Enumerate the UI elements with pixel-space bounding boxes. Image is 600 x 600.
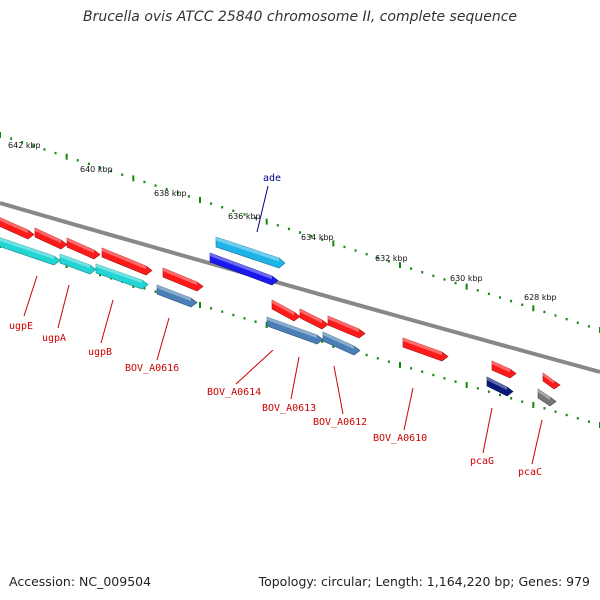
scale-tick-label: 638 kbp <box>154 189 187 198</box>
gene-feature-steel[interactable] <box>322 331 361 356</box>
gene-feature-blue[interactable] <box>209 252 279 286</box>
gene-label[interactable]: ugpA <box>42 333 66 344</box>
gene-label[interactable]: BOV_A0616 <box>125 363 179 374</box>
scale-tick-label: 642 kbp <box>8 141 41 150</box>
scale-tick-label: 630 kbp <box>450 274 483 283</box>
label-leader-line <box>290 356 300 400</box>
label-leader-line <box>100 299 114 344</box>
label-leader-line <box>256 185 269 233</box>
gene-label[interactable]: ade <box>263 173 281 184</box>
gene-feature-red[interactable] <box>299 308 329 330</box>
label-leader-line <box>23 275 38 317</box>
gene-feature-cyan[interactable] <box>59 253 97 275</box>
gene-label[interactable]: ugpE <box>9 321 33 332</box>
gene-label[interactable]: ugpB <box>88 347 112 358</box>
label-leader-line <box>235 349 274 385</box>
scale-track-dots <box>0 132 600 428</box>
gene-label[interactable]: BOV_A0612 <box>313 417 367 428</box>
label-leader-line <box>57 284 70 329</box>
scale-tick-labels: 642 kbp 640 kbp 638 kbp 636 kbp 634 kbp 632 k… <box>8 141 557 302</box>
map-title: Brucella ovis ATCC 25840 chromosome II, … <box>82 9 518 25</box>
scale-tick-label: 636 kbp <box>228 212 261 221</box>
gene-feature-red[interactable] <box>402 337 449 362</box>
gene-label[interactable]: pcaG <box>470 456 494 467</box>
gene-features <box>0 214 561 407</box>
gene-label[interactable]: BOV_A0613 <box>262 403 316 414</box>
gene-feature-red[interactable] <box>34 227 68 250</box>
gene-feature-cyan[interactable] <box>0 235 61 266</box>
gene-feature-red[interactable] <box>491 360 517 379</box>
gene-feature-navy[interactable] <box>486 376 514 397</box>
label-leader-lines <box>23 185 543 465</box>
label-leader-line <box>333 365 344 415</box>
gene-feature-red[interactable] <box>66 237 101 260</box>
gene-feature-red[interactable] <box>0 214 35 240</box>
gene-feature-steel[interactable] <box>156 284 198 308</box>
label-leader-line <box>156 317 170 361</box>
scale-tick-label: 632 kbp <box>375 254 408 263</box>
accession-text: Accession: NC_009504 <box>9 574 152 589</box>
label-leader-line <box>403 387 414 431</box>
gene-feature-red[interactable] <box>271 299 301 322</box>
gene-label[interactable]: BOV_A0614 <box>207 387 261 398</box>
chromosome-backbone <box>0 201 600 374</box>
label-leader-line <box>531 419 543 465</box>
gene-feature-gray[interactable] <box>537 388 557 407</box>
gene-feature-lightblue[interactable] <box>215 236 286 269</box>
label-leader-line <box>482 407 493 454</box>
gene-feature-red[interactable] <box>162 267 204 292</box>
gene-feature-red[interactable] <box>327 315 366 339</box>
scale-tick-label: 640 kbp <box>80 165 113 174</box>
topology-text: Topology: circular; Length: 1,164,220 bp… <box>258 574 590 589</box>
gene-feature-cyan[interactable] <box>95 263 149 290</box>
scale-tick-label: 634 kbp <box>301 233 334 242</box>
gene-label[interactable]: BOV_A0610 <box>373 433 427 444</box>
gene-feature-steel[interactable] <box>266 316 324 345</box>
scale-tick-label: 628 kbp <box>524 293 557 302</box>
gene-feature-red[interactable] <box>101 247 153 276</box>
gene-label[interactable]: pcaC <box>518 467 542 478</box>
gene-feature-red[interactable] <box>542 372 561 390</box>
